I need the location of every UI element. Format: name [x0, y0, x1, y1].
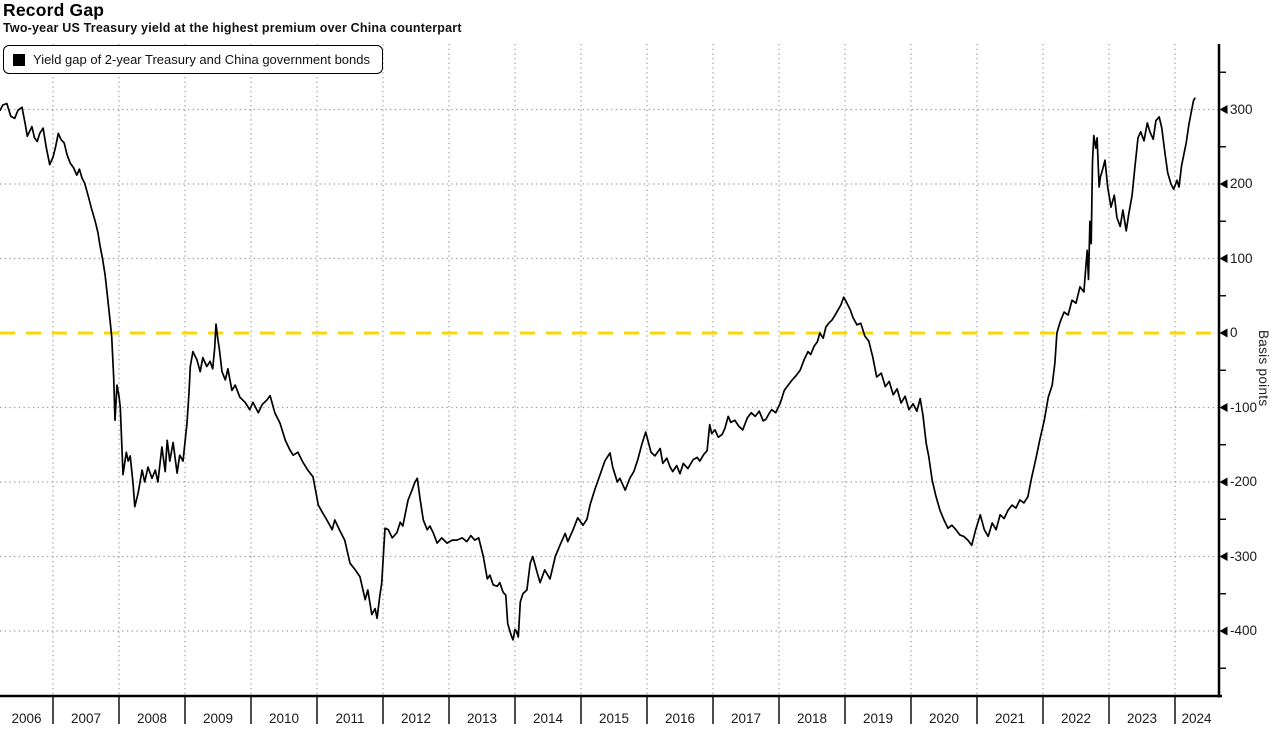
chart-title: Record Gap	[3, 0, 105, 20]
x-year-label: 2012	[400, 711, 432, 726]
x-year-label: 2022	[1060, 711, 1092, 726]
y-tick-label: 300	[1230, 101, 1253, 117]
x-year-label: 2017	[730, 711, 762, 726]
x-year-label: 2010	[268, 711, 300, 726]
legend-swatch-icon	[13, 53, 25, 66]
chart-subtitle: Two-year US Treasury yield at the highes…	[3, 21, 462, 35]
x-year-label: 2019	[862, 711, 894, 726]
y-tick-label: -300	[1230, 548, 1258, 564]
y-tick-arrow-icon	[1219, 105, 1228, 114]
y-tick-arrow-icon	[1219, 403, 1228, 412]
series-line	[0, 97, 1196, 641]
x-year-label: 2021	[994, 711, 1026, 726]
y-tick-arrow-icon	[1219, 552, 1228, 561]
x-year-label: 2024	[1181, 711, 1212, 726]
x-year-label: 2016	[664, 711, 696, 726]
x-year-label: 2009	[202, 711, 234, 726]
legend: Yield gap of 2-year Treasury and China g…	[3, 45, 383, 74]
y-tick-label: 100	[1230, 250, 1253, 266]
y-tick-arrow-icon	[1219, 477, 1228, 487]
y-axis-unit-label: Basis points	[1256, 330, 1271, 407]
y-tick-label: 0	[1230, 325, 1238, 340]
y-tick-arrow-icon	[1219, 626, 1228, 636]
y-tick-label: -400	[1230, 623, 1258, 638]
x-year-label: 2008	[136, 711, 168, 726]
x-year-label: 2007	[70, 711, 102, 726]
y-tick-label: -100	[1230, 399, 1258, 415]
x-year-label: 2006	[11, 711, 42, 726]
x-year-label: 2020	[928, 711, 960, 726]
x-year-label: 2023	[1126, 711, 1158, 726]
y-tick-arrow-icon	[1219, 254, 1228, 263]
legend-label: Yield gap of 2-year Treasury and China g…	[33, 52, 370, 67]
y-tick-arrow-icon	[1219, 179, 1228, 189]
y-tick-label: 200	[1230, 176, 1253, 191]
x-year-label: 2011	[335, 711, 365, 726]
x-year-label: 2014	[532, 711, 564, 726]
x-year-label: 2015	[598, 711, 630, 726]
y-tick-label: -200	[1230, 474, 1258, 489]
y-tick-arrow-icon	[1219, 328, 1228, 338]
x-year-label: 2018	[796, 711, 828, 726]
x-year-label: 2013	[466, 711, 498, 726]
